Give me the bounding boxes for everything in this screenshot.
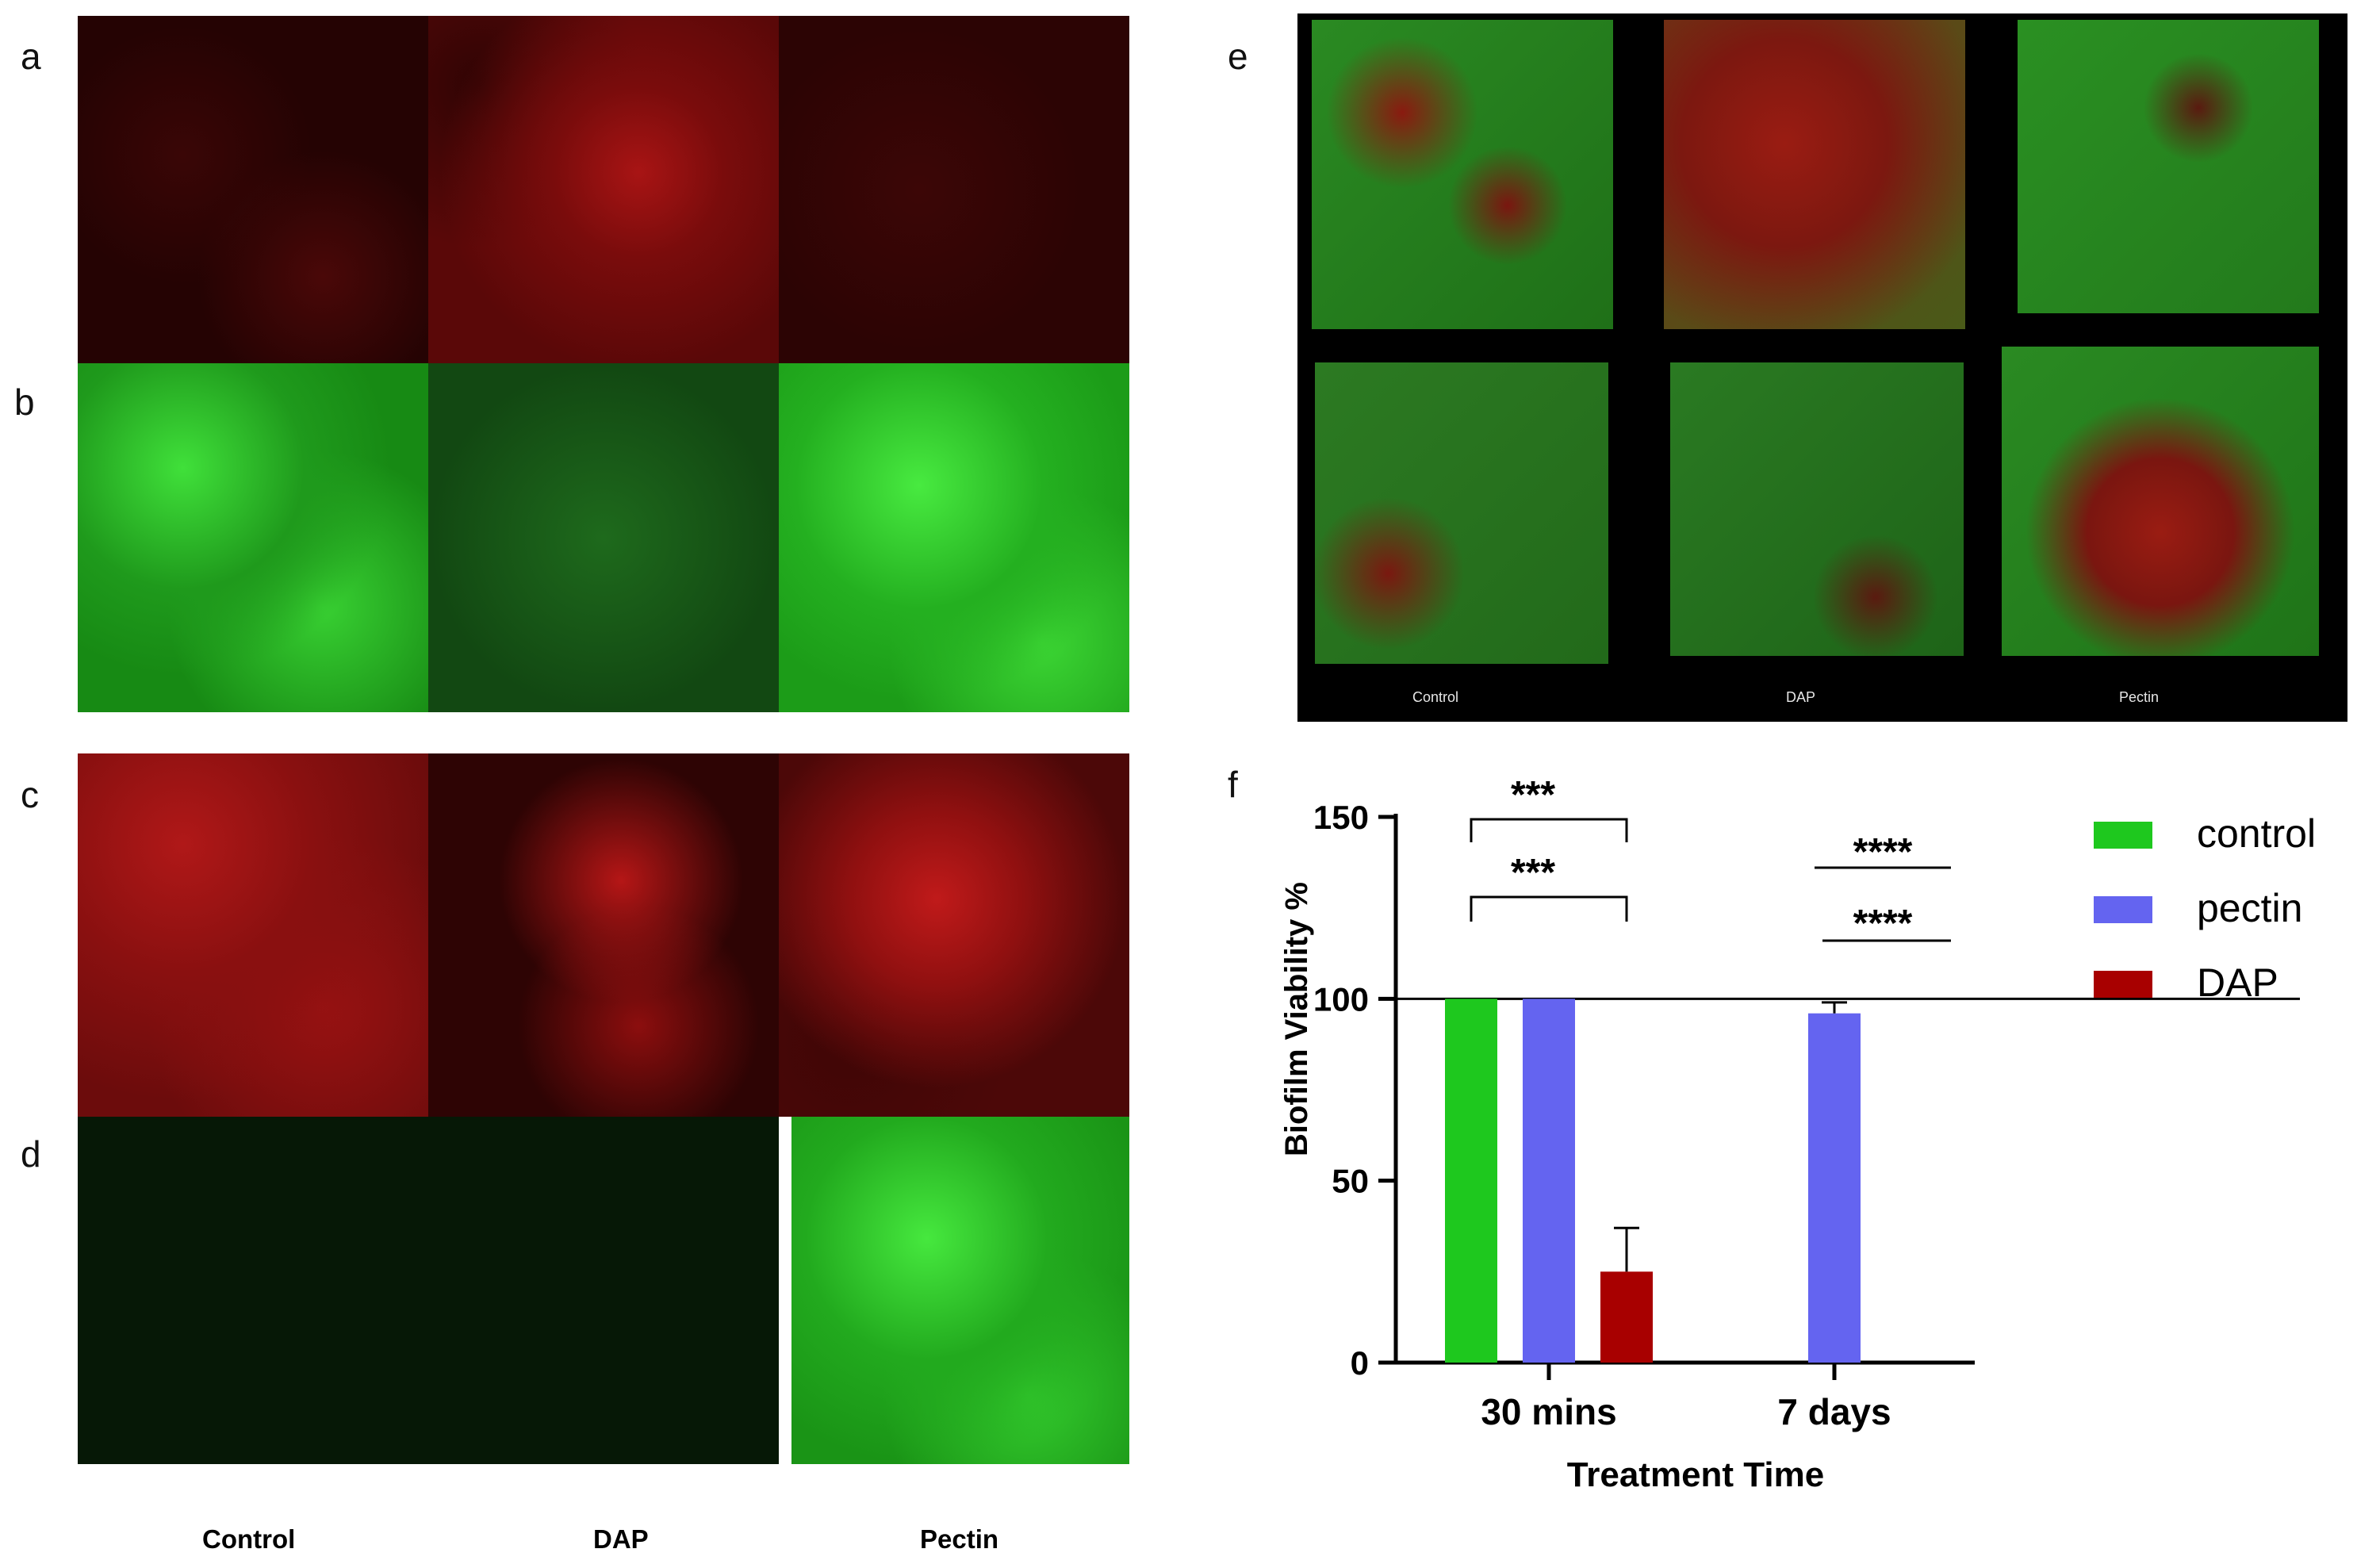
micrograph-d-control — [78, 1117, 428, 1464]
micrograph-a-pectin — [779, 16, 1129, 363]
panel-f-bar-chart: Biofilm Viability % Treatment Time 0 50 10… — [1279, 774, 2316, 1494]
legend-label-control: control — [2197, 811, 2316, 856]
micrograph-c-dap — [428, 753, 779, 1117]
y-tick-label: 150 — [1313, 799, 1369, 836]
panel-label-a: a — [21, 36, 41, 77]
x-tick-label: 7 days — [1777, 1391, 1891, 1432]
panel-label-f: f — [1228, 764, 1238, 805]
render-e-control-bottom — [1315, 362, 1608, 664]
panel-b-micrographs — [78, 363, 1129, 712]
panel-label-d: d — [21, 1133, 41, 1175]
y-tick-label: 100 — [1313, 980, 1369, 1018]
significance-label: *** — [1511, 774, 1555, 816]
micrograph-c-control — [78, 753, 428, 1117]
micrograph-d-dap — [428, 1117, 779, 1464]
micrograph-a-dap — [428, 16, 779, 363]
x-tick-label: 30 mins — [1481, 1391, 1616, 1432]
y-axis-label: Biofilm Viability % — [1279, 882, 1314, 1156]
render-e-dap-top — [1664, 20, 1965, 329]
render-e-pectin-top — [2018, 20, 2319, 313]
y-tick-label: 50 — [1332, 1163, 1369, 1200]
bar-pectin-0 — [1523, 999, 1575, 1363]
y-tick-label: 0 — [1351, 1344, 1369, 1382]
significance-label: *** — [1511, 852, 1555, 894]
panel-e-3d-reconstructions: Control DAP Pectin — [1297, 13, 2347, 722]
significance-bracket — [1470, 818, 1628, 842]
column-label-dap: DAP — [593, 1524, 649, 1554]
significance-label: **** — [1853, 903, 1913, 945]
e-label-pectin: Pectin — [2119, 689, 2160, 705]
legend-label-DAP: DAP — [2197, 960, 2278, 1005]
micrograph-b-dap — [428, 363, 779, 712]
panel-d-micrographs — [78, 1117, 1129, 1464]
panel-a-micrographs — [78, 16, 1129, 363]
e-label-dap: DAP — [1786, 689, 1816, 705]
panel-label-b: b — [14, 381, 35, 423]
render-e-control-top — [1312, 20, 1613, 329]
significance-bracket — [1470, 895, 1628, 922]
column-label-pectin: Pectin — [920, 1524, 999, 1554]
x-axis-label: Treatment Time — [1567, 1455, 1824, 1494]
render-e-dap-bottom — [1670, 362, 1964, 656]
micrograph-a-control — [78, 16, 428, 363]
micrograph-b-pectin — [779, 363, 1129, 712]
legend-swatch-control — [2094, 822, 2152, 849]
bar-DAP-0 — [1600, 1271, 1653, 1363]
legend-swatch-DAP — [2094, 971, 2152, 998]
column-label-control: Control — [202, 1524, 296, 1554]
bar-pectin-1 — [1808, 1013, 1861, 1363]
micrograph-d-pectin — [791, 1117, 1129, 1464]
bar-control-0 — [1445, 999, 1497, 1363]
panel-label-c: c — [21, 774, 39, 815]
render-e-pectin-bottom — [2002, 347, 2319, 656]
e-label-control: Control — [1412, 689, 1459, 705]
panel-label-e: e — [1228, 36, 1248, 77]
micrograph-c-pectin — [779, 753, 1129, 1117]
legend-label-pectin: pectin — [2197, 886, 2302, 930]
panel-c-micrographs — [78, 753, 1129, 1117]
significance-label: **** — [1853, 831, 1913, 873]
micrograph-b-control — [78, 363, 428, 712]
legend-swatch-pectin — [2094, 896, 2152, 923]
